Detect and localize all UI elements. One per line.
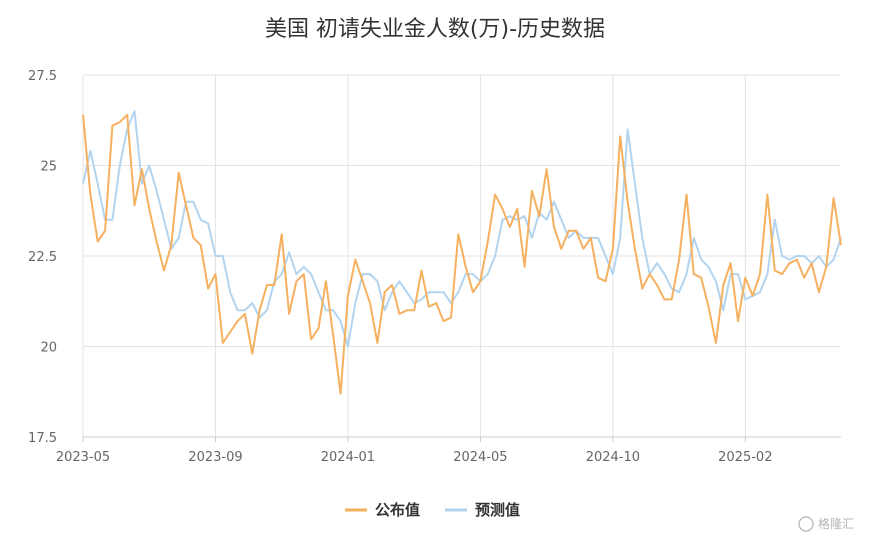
watermark: 格隆汇 bbox=[798, 516, 854, 532]
x-tick-label: 2024-05 bbox=[453, 450, 507, 465]
y-tick-label: 27.5 bbox=[28, 69, 57, 84]
legend-item-0[interactable]: 公布值 bbox=[345, 501, 420, 519]
series-line-1 bbox=[82, 110, 842, 348]
legend-label: 公布值 bbox=[375, 501, 420, 519]
watermark-text: 格隆汇 bbox=[818, 516, 854, 531]
series-lines bbox=[82, 110, 842, 395]
y-tick-label: 25 bbox=[40, 160, 57, 175]
y-axis: 17.5 20 22.5 25 27.5 bbox=[28, 69, 57, 446]
x-axis: 2023-05 2023-09 2024-01 2024-05 2024-10 2025-… bbox=[56, 436, 841, 465]
y-tick-label: 22.5 bbox=[28, 250, 57, 265]
y-tick-label: 17.5 bbox=[28, 431, 57, 446]
x-tick-label: 2024-10 bbox=[586, 450, 640, 465]
x-tick-label: 2023-05 bbox=[56, 450, 110, 465]
watermark-logo-icon bbox=[798, 516, 814, 532]
legend-label: 预测值 bbox=[475, 501, 520, 519]
series-line-0 bbox=[82, 113, 842, 395]
grid bbox=[82, 74, 841, 438]
chart-title: 美国 初请失业金人数(万)-历史数据 bbox=[265, 17, 605, 42]
y-tick-label: 20 bbox=[40, 341, 57, 356]
legend[interactable]: 公布值 预测值 bbox=[345, 501, 520, 519]
legend-item-1[interactable]: 预测值 bbox=[445, 501, 520, 519]
x-tick-label: 2025-02 bbox=[718, 450, 772, 465]
x-tick-label: 2023-09 bbox=[188, 450, 242, 465]
x-tick-label: 2024-01 bbox=[321, 450, 375, 465]
